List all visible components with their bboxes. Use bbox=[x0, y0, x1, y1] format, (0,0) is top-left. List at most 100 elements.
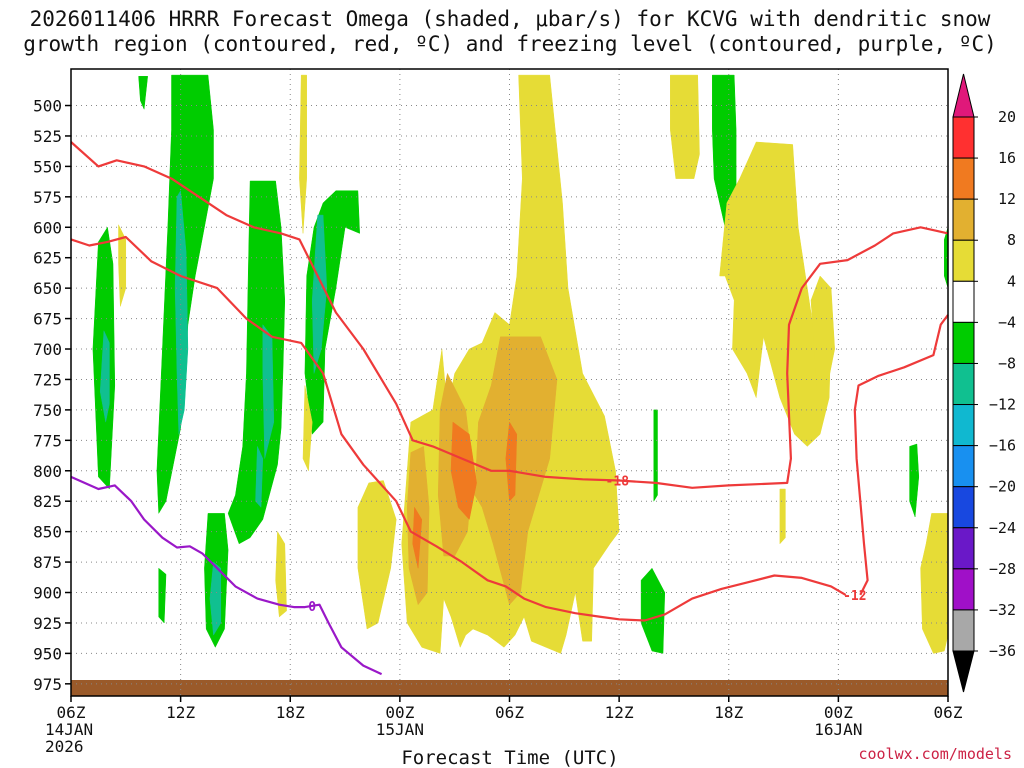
colorbar-segment bbox=[952, 198, 975, 241]
omega-region bbox=[138, 76, 148, 111]
x-tick-label: 00Z bbox=[824, 703, 853, 722]
omega-region bbox=[275, 530, 287, 618]
colorbar-segment bbox=[952, 445, 975, 488]
x-tick-label: 06Z bbox=[934, 703, 963, 722]
omega-colorbar: 20 16 12 8 4 −4 −8 −12 −16 −20 −24 −28 −32 −36 bbox=[952, 73, 1016, 693]
omega-region bbox=[412, 506, 423, 569]
x-tick-label: 18Z bbox=[276, 703, 305, 722]
contour-line bbox=[70, 475, 383, 676]
colorbar-segment bbox=[952, 116, 975, 159]
colorbar-segment bbox=[952, 568, 975, 611]
y-tick-label: 850 bbox=[33, 523, 62, 542]
omega-region bbox=[227, 180, 286, 545]
colorbar-segment bbox=[952, 280, 975, 323]
pressure-axis: 500 525 550 575 600 625 650 675 700 725 750 775 800 8… bbox=[33, 97, 71, 694]
omega-region bbox=[653, 409, 658, 503]
colorbar-top-cap bbox=[952, 73, 975, 118]
y-tick-label: 875 bbox=[33, 553, 62, 572]
omega-region bbox=[174, 189, 189, 435]
colorbar-label: −8 bbox=[998, 354, 1016, 372]
x-tick-label: 12Z bbox=[605, 703, 634, 722]
x-tick-label: 00Z bbox=[385, 703, 414, 722]
omega-region bbox=[779, 488, 786, 545]
colorbar-label: −28 bbox=[989, 560, 1016, 578]
x-axis-label: Forecast Time (UTC) bbox=[401, 747, 618, 768]
y-tick-label: 625 bbox=[33, 249, 62, 268]
colorbar-label: −20 bbox=[989, 478, 1016, 496]
omega-region bbox=[255, 446, 264, 508]
colorbar-segment bbox=[952, 321, 975, 364]
colorbar-label: 8 bbox=[1007, 231, 1016, 249]
colorbar-bottom-cap bbox=[952, 650, 975, 693]
temperature-contours: -12 -18 0 bbox=[70, 141, 949, 676]
omega-region bbox=[505, 421, 518, 502]
y-tick-label: 900 bbox=[33, 584, 62, 603]
y-tick-label: 925 bbox=[33, 614, 62, 633]
contour-line bbox=[70, 141, 949, 489]
colorbar-label: −12 bbox=[989, 396, 1016, 414]
chart-title-line1: 2026011406 HRRR Forecast Omega (shaded, … bbox=[30, 7, 991, 31]
omega-region bbox=[810, 275, 835, 386]
x-tick-label: 14JAN bbox=[45, 720, 93, 739]
colorbar-label: 20 bbox=[998, 108, 1016, 126]
omega-region bbox=[920, 513, 949, 654]
colorbar-label: 4 bbox=[1007, 272, 1016, 290]
y-tick-label: 650 bbox=[33, 279, 62, 298]
colorbar-segment bbox=[952, 527, 975, 570]
y-tick-label: 775 bbox=[33, 431, 62, 450]
colorbar-segment bbox=[952, 157, 975, 200]
y-tick-label: 575 bbox=[33, 188, 62, 207]
colorbar-segment bbox=[952, 362, 975, 406]
credit-text[interactable]: coolwx.com/models bbox=[858, 745, 1012, 763]
omega-region bbox=[302, 385, 313, 471]
colorbar-label: −16 bbox=[989, 437, 1016, 455]
colorbar-label: −36 bbox=[989, 642, 1016, 660]
y-tick-label: 700 bbox=[33, 340, 62, 359]
omega-region bbox=[357, 480, 397, 630]
contour-label: -12 bbox=[843, 589, 866, 604]
colorbar-label: 16 bbox=[998, 149, 1016, 167]
y-tick-label: 725 bbox=[33, 370, 62, 389]
x-tick-label: 06Z bbox=[495, 703, 524, 722]
omega-region bbox=[299, 74, 307, 234]
y-tick-label: 550 bbox=[33, 157, 62, 176]
y-tick-label: 500 bbox=[33, 97, 62, 116]
colorbar-segment bbox=[952, 609, 975, 652]
chart-title-line2: growth region (contoured, red, ºC) and f… bbox=[23, 32, 997, 56]
contour-label: 0 bbox=[308, 600, 316, 615]
x-tick-label: 15JAN bbox=[376, 720, 424, 739]
y-tick-label: 750 bbox=[33, 401, 62, 420]
colorbar-segment bbox=[952, 486, 975, 529]
colorbar-label: −24 bbox=[989, 519, 1016, 537]
colorbar-label: 12 bbox=[998, 190, 1016, 208]
omega-region bbox=[670, 74, 700, 179]
y-tick-label: 600 bbox=[33, 218, 62, 237]
y-tick-label: 800 bbox=[33, 462, 62, 481]
y-tick-label: 975 bbox=[33, 675, 62, 694]
x-tick-label: 2026 bbox=[45, 737, 84, 756]
x-tick-label: 16JAN bbox=[814, 720, 862, 739]
omega-region bbox=[99, 330, 110, 423]
colorbar-segment bbox=[952, 239, 975, 282]
x-tick-label: 12Z bbox=[166, 703, 195, 722]
omega-region bbox=[909, 443, 920, 518]
y-tick-label: 825 bbox=[33, 492, 62, 511]
x-tick-label: 18Z bbox=[714, 703, 743, 722]
contour-label: -18 bbox=[606, 475, 630, 490]
omega-region bbox=[158, 567, 167, 624]
x-tick-label: 06Z bbox=[57, 703, 86, 722]
colorbar-label: −32 bbox=[989, 601, 1016, 619]
omega-shading bbox=[92, 74, 949, 654]
y-tick-label: 950 bbox=[33, 644, 62, 663]
ground-surface bbox=[71, 680, 948, 696]
omega-region bbox=[719, 141, 832, 447]
colorbar-segment bbox=[952, 404, 975, 447]
y-tick-label: 675 bbox=[33, 310, 62, 329]
contour-line bbox=[70, 235, 847, 622]
colorbar-label: −4 bbox=[998, 313, 1016, 331]
contour-line bbox=[853, 314, 949, 596]
y-tick-label: 525 bbox=[33, 127, 62, 146]
omega-region bbox=[209, 561, 222, 636]
